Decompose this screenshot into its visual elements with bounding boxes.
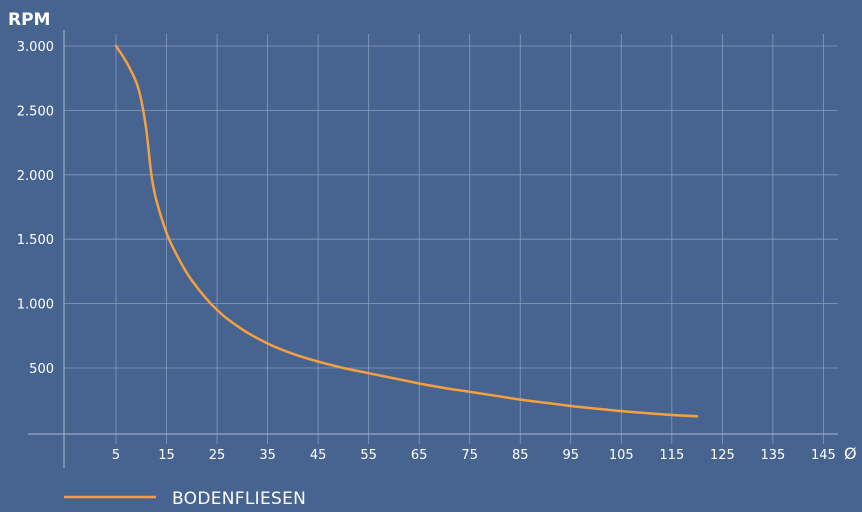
x-tick-label: 95: [562, 448, 579, 463]
y-tick-label: 2.000: [17, 169, 54, 184]
y-tick-label: 500: [29, 362, 54, 377]
x-tick-label: 5: [112, 448, 120, 463]
x-tick-label: 45: [310, 448, 327, 463]
legend-label: BODENFLIESEN: [172, 489, 306, 509]
x-axis-title: Ø: [844, 444, 857, 463]
y-tick-label: 1.000: [17, 298, 54, 313]
x-tick-label: 125: [710, 448, 735, 463]
x-tick-label: 65: [411, 448, 428, 463]
x-tick-label: 135: [760, 448, 785, 463]
x-tick-labels: 5 15 25 35 45 55 65 75 85 95 105 115 125 135 145: [112, 448, 836, 463]
grid: [64, 34, 838, 444]
y-tick-label: 1.500: [17, 233, 54, 248]
y-tick-labels: 500 1.000 1.500 2.000 2.500 3.000: [17, 40, 54, 377]
x-tick-label: 75: [461, 448, 478, 463]
x-tick-label: 35: [259, 448, 276, 463]
legend: BODENFLIESEN: [64, 489, 306, 509]
axes: [28, 30, 838, 468]
x-tick-label: 105: [609, 448, 634, 463]
x-tick-label: 25: [209, 448, 226, 463]
y-axis-title: RPM: [8, 10, 50, 30]
plot-area: [114, 44, 699, 418]
x-tick-label: 145: [811, 448, 836, 463]
x-tick-label: 15: [158, 448, 175, 463]
x-tick-label: 115: [659, 448, 684, 463]
y-tick-label: 2.500: [17, 104, 54, 119]
y-tick-label: 3.000: [17, 40, 54, 55]
x-tick-label: 85: [512, 448, 529, 463]
series-line-bodenfliesen: [114, 44, 699, 418]
x-tick-label: 55: [360, 448, 377, 463]
